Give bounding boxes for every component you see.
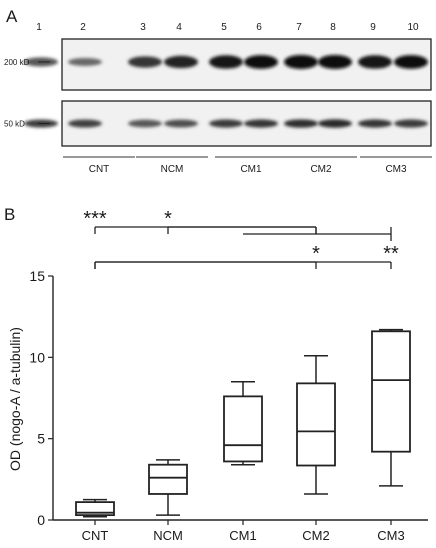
band bbox=[128, 119, 162, 128]
lane-number: 9 bbox=[370, 22, 376, 33]
lane-number: 1 bbox=[36, 22, 42, 33]
y-tick-label: 5 bbox=[37, 431, 45, 447]
blot-1: 200 kD bbox=[4, 38, 432, 91]
iqr-box bbox=[296, 382, 336, 467]
band bbox=[209, 55, 243, 69]
band bbox=[394, 55, 428, 69]
band bbox=[358, 119, 392, 128]
y-tick-label: 15 bbox=[29, 268, 45, 284]
panel-a-label: A bbox=[6, 7, 18, 26]
lane-number: 2 bbox=[80, 22, 86, 33]
significance-stars: * bbox=[312, 243, 320, 265]
box-cnt bbox=[75, 498, 115, 518]
lane-number: 7 bbox=[296, 22, 302, 33]
y-axis-label: OD (nogo-A / a-tubulin) bbox=[7, 327, 23, 471]
significance-stars: ** bbox=[383, 243, 399, 265]
band bbox=[284, 54, 318, 69]
lane-number: 8 bbox=[330, 22, 336, 33]
box-cm1 bbox=[223, 380, 263, 466]
significance-bracket: ** bbox=[94, 243, 399, 269]
band bbox=[164, 119, 198, 128]
lane-number: 3 bbox=[140, 22, 146, 33]
band bbox=[244, 119, 278, 128]
size-label: 200 kD bbox=[4, 58, 30, 67]
band bbox=[209, 119, 243, 128]
group-label: CM2 bbox=[310, 164, 332, 175]
band bbox=[244, 55, 278, 69]
x-tick-label: CM1 bbox=[229, 528, 256, 543]
box-plot-series bbox=[75, 328, 411, 518]
iqr-box bbox=[148, 463, 188, 495]
band bbox=[164, 55, 198, 69]
band bbox=[68, 119, 102, 128]
y-tick-label: 0 bbox=[37, 512, 45, 528]
significance-bracket: * bbox=[164, 208, 317, 234]
band bbox=[394, 119, 428, 128]
band bbox=[318, 119, 352, 128]
lane-number: 10 bbox=[407, 22, 419, 33]
significance-brackets: *** ** ** bbox=[83, 208, 399, 269]
y-tick-label: 10 bbox=[29, 349, 45, 365]
band bbox=[358, 55, 392, 69]
band bbox=[318, 54, 352, 69]
lane-group-labels: CNT NCM CM1 CM2 CM3 bbox=[63, 156, 432, 175]
panel-b-label: B bbox=[4, 205, 15, 224]
chart-axes: 0 5 10 15 CNT NCM CM1 CM2 CM3 bbox=[29, 268, 428, 543]
box-cm2 bbox=[296, 354, 336, 495]
iqr-box bbox=[223, 395, 263, 463]
size-label: 50 kD bbox=[4, 120, 25, 129]
x-tick-label: CM2 bbox=[302, 528, 329, 543]
significance-bracket: * bbox=[94, 243, 320, 269]
group-label: NCM bbox=[161, 164, 184, 175]
group-label: CM1 bbox=[240, 164, 262, 175]
band bbox=[128, 56, 162, 68]
group-label: CNT bbox=[89, 164, 110, 175]
significance-stars: *** bbox=[83, 208, 107, 230]
significance-stars: * bbox=[164, 208, 172, 230]
box-ncm bbox=[148, 459, 188, 516]
western-blots: 200 kD 50 kD bbox=[4, 38, 432, 147]
lane-number: 5 bbox=[221, 22, 227, 33]
box-cm3 bbox=[371, 328, 411, 487]
x-tick-label: CNT bbox=[82, 528, 109, 543]
band bbox=[284, 119, 318, 128]
lane-number-row: 1 2 3 4 5 6 7 8 9 10 bbox=[36, 22, 419, 33]
significance-bracket bbox=[243, 227, 392, 241]
x-tick-label: CM3 bbox=[377, 528, 404, 543]
x-tick-label: NCM bbox=[153, 528, 183, 543]
lane-number: 4 bbox=[176, 22, 182, 33]
lane-number: 6 bbox=[256, 22, 262, 33]
band bbox=[68, 57, 102, 66]
group-label: CM3 bbox=[385, 164, 407, 175]
significance-bracket: *** bbox=[83, 208, 317, 234]
blot-2: 50 kD bbox=[4, 100, 432, 147]
iqr-box bbox=[371, 330, 411, 453]
